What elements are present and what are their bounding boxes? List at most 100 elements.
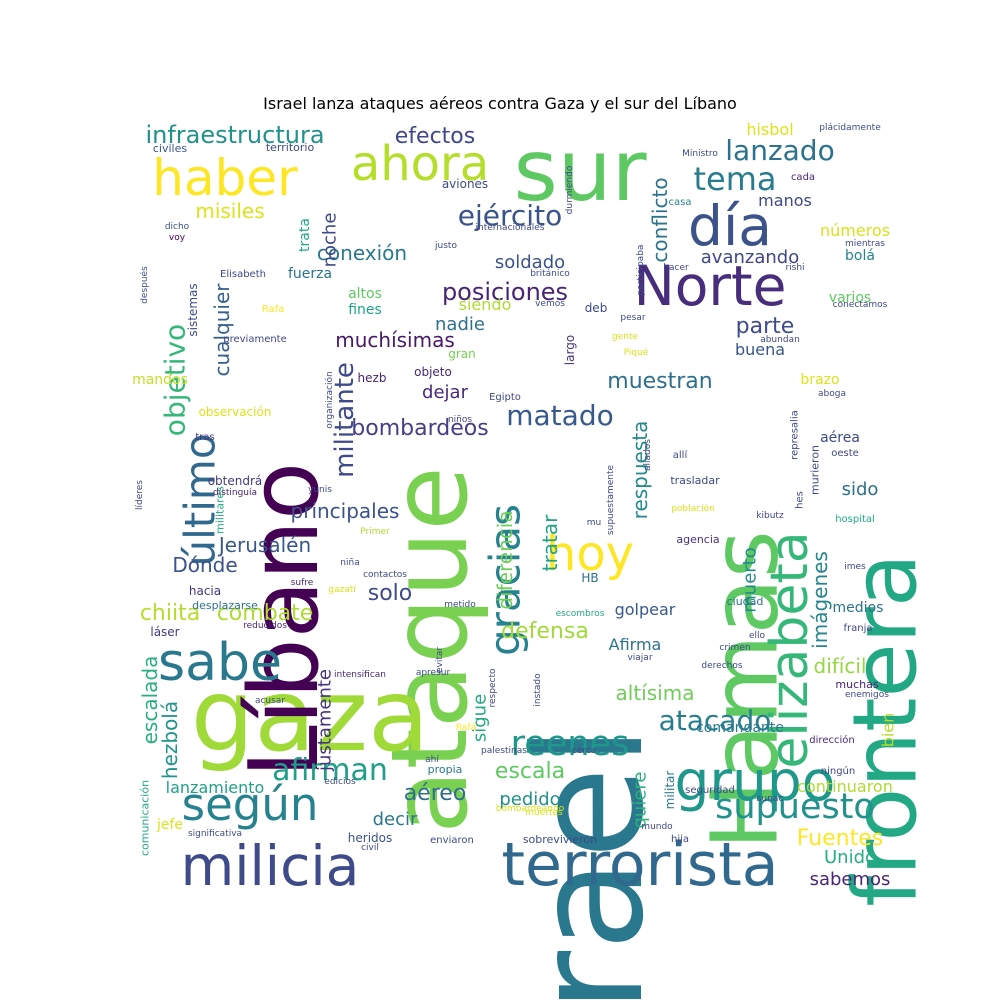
- word-casa: casa: [669, 197, 692, 208]
- word-crimen: crimen: [719, 643, 750, 653]
- word-sur: sur: [513, 122, 646, 221]
- word-números: números: [820, 221, 890, 240]
- word-deb: deb: [585, 301, 608, 315]
- word-afirma: Afirma: [609, 635, 662, 654]
- word-comandante: comandante: [696, 720, 784, 736]
- word-gracias: gracias: [481, 504, 530, 656]
- word-mundo: mundo: [641, 822, 673, 832]
- word-ahí: ahí: [425, 755, 439, 765]
- word-jefe: jefe: [156, 817, 183, 833]
- word-sistemas: sistemas: [186, 283, 200, 336]
- word-gaza: gaza: [191, 657, 430, 774]
- word-unido: Unido: [824, 847, 876, 868]
- word-hija: hija: [671, 834, 689, 845]
- word-instado: instado: [533, 673, 543, 707]
- word-muestran: muestran: [607, 369, 712, 394]
- word-hezb: hezb: [358, 371, 387, 385]
- word-quiere: quiere: [630, 772, 651, 829]
- word-participaba: participaba: [636, 245, 646, 296]
- word-militar: militar: [663, 771, 677, 810]
- word-contactos: contactos: [363, 570, 407, 580]
- word-manos: manos: [758, 191, 812, 210]
- word-gente: gente: [612, 332, 638, 342]
- word-trasladar: trasladar: [670, 474, 720, 487]
- word-ahora: ahora: [351, 136, 489, 192]
- word-siendo: siendo: [459, 295, 512, 314]
- word-tratar: tratar: [538, 514, 562, 571]
- word-lanzado: lanzado: [725, 134, 834, 167]
- word-vemos: vemos: [535, 299, 565, 309]
- word-bien: bien: [879, 713, 898, 748]
- word-aboga: aboga: [818, 389, 846, 399]
- word-apresur: apresur: [416, 668, 451, 678]
- word-solo: solo: [368, 581, 413, 606]
- word-infraestructura: infraestructura: [145, 121, 324, 149]
- word-yunis: yunis: [308, 485, 332, 495]
- word-principales: principales: [291, 499, 400, 523]
- word-bombardeando: bombardeando: [496, 804, 565, 814]
- word-voy: voy: [169, 233, 186, 243]
- word-lanzamiento: lanzamiento: [166, 778, 265, 797]
- word-militante: militante: [330, 362, 360, 478]
- word-misiles: misiles: [195, 199, 264, 223]
- word-aéreo: aéreo: [404, 781, 467, 806]
- word-sabe: sabe: [158, 633, 282, 693]
- word-último: último: [176, 433, 225, 566]
- word-supuesto: supuesto: [715, 787, 875, 827]
- word-conflicto: conflicto: [648, 177, 672, 262]
- word-matado: matado: [506, 399, 613, 432]
- word-haber: haber: [152, 149, 298, 207]
- word-fuentes: Fuentes: [797, 826, 884, 851]
- word-elisabeth: Elisabeth: [220, 269, 266, 280]
- word-altos: altos: [348, 286, 382, 302]
- word-mandos: mandos: [132, 372, 188, 388]
- word-respuesta: respuesta: [628, 421, 652, 520]
- word-sobrevivieron: sobrevivieron: [523, 833, 597, 846]
- word-muchísimas: muchísimas: [335, 328, 455, 352]
- word-enviaron: enviaron: [430, 835, 474, 846]
- word-grupo: grupo: [675, 749, 836, 813]
- word-atacado: atacado: [659, 704, 772, 737]
- word-viajar: viajar: [627, 653, 652, 663]
- word-defensa: defensa: [501, 619, 589, 644]
- word-propia: propia: [428, 763, 463, 776]
- word-varios: varios: [829, 290, 871, 306]
- word-sigue: sigue: [470, 694, 491, 742]
- word-ciudad: ciudad: [727, 595, 764, 608]
- word-obtendrá: obtendrá: [208, 474, 263, 488]
- word-ministro: Ministro: [682, 149, 718, 159]
- word-largo: largo: [563, 335, 577, 365]
- word-egipto: Egipto: [489, 392, 521, 403]
- word-acusar: acusar: [255, 696, 285, 706]
- word-ejército: ejército: [458, 199, 562, 232]
- word-niña: niña: [340, 558, 359, 568]
- word-organización: organización: [324, 371, 335, 428]
- word-israel: Israel: [503, 725, 677, 1000]
- word-dónde: Dónde: [172, 553, 237, 577]
- word-difícil: difícil: [814, 654, 867, 678]
- word-rishi: rishi: [785, 263, 804, 273]
- word-buena: buena: [735, 340, 785, 359]
- chart-title: Israel lanza ataques aéreos contra Gaza …: [263, 94, 737, 113]
- word-agencia: agencia: [676, 533, 719, 546]
- word-reducidos: reducidos: [243, 621, 287, 631]
- word-fuerza: fuerza: [288, 266, 332, 282]
- word-conectamos: conectamos: [833, 300, 888, 310]
- word-chiita: chiita: [140, 601, 200, 626]
- word-combate: combate: [217, 601, 314, 626]
- word-después: después: [139, 266, 150, 304]
- word-terrorista: terrorista: [501, 830, 778, 900]
- word-pedido: pedido: [499, 789, 560, 810]
- word-escalada: escalada: [138, 656, 162, 745]
- word-supuestamente: supuestamente: [606, 464, 616, 535]
- word-justo: justo: [434, 241, 457, 251]
- word-gran: gran: [448, 347, 476, 361]
- word-parte: parte: [736, 314, 795, 339]
- word-población: población: [671, 503, 715, 514]
- word-imágenes: imágenes: [808, 551, 832, 649]
- word-militares: militares: [214, 486, 227, 534]
- word-kibutz: kibutz: [756, 511, 784, 521]
- word-civil: civil: [361, 843, 379, 853]
- word-sido: sido: [842, 479, 879, 500]
